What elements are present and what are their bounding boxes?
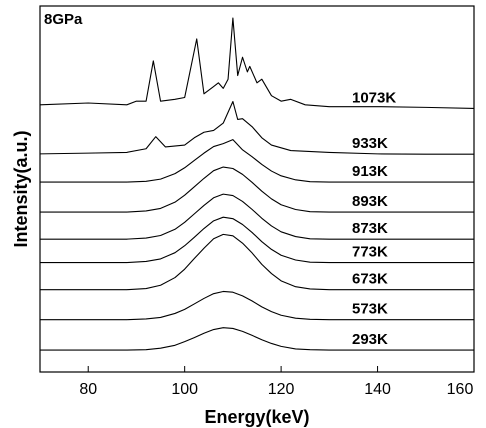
spectrum-line bbox=[40, 193, 474, 240]
series-label: 1073K bbox=[352, 89, 396, 106]
x-tick-label: 160 bbox=[447, 381, 474, 398]
series-label: 293K bbox=[352, 331, 388, 348]
y-axis-label: Intensity(a.u.) bbox=[11, 130, 31, 247]
spectrum-line bbox=[40, 166, 474, 213]
spectrum-line bbox=[40, 233, 474, 291]
x-tick-label: 100 bbox=[171, 381, 198, 398]
series-label: 673K bbox=[352, 271, 388, 288]
spectrum-line bbox=[39, 17, 475, 110]
series-label: 913K bbox=[352, 163, 388, 180]
annotation: 8GPa bbox=[44, 11, 83, 28]
spectrum-line bbox=[39, 100, 474, 155]
spectrum-line bbox=[40, 139, 474, 183]
x-tick-label: 80 bbox=[79, 381, 97, 398]
x-tick-label: 140 bbox=[364, 381, 391, 398]
x-tick-label: 120 bbox=[268, 381, 295, 398]
series-label: 773K bbox=[352, 244, 388, 261]
spectrum-line bbox=[40, 216, 474, 264]
spectrum-line bbox=[40, 327, 474, 351]
plot-frame bbox=[39, 5, 475, 373]
series-label: 573K bbox=[352, 301, 388, 318]
series-label: 933K bbox=[352, 135, 388, 152]
series-label: 873K bbox=[352, 220, 388, 237]
series-label: 893K bbox=[352, 193, 388, 210]
x-axis-label: Energy(keV) bbox=[204, 407, 309, 427]
spectrum-line bbox=[40, 290, 474, 321]
